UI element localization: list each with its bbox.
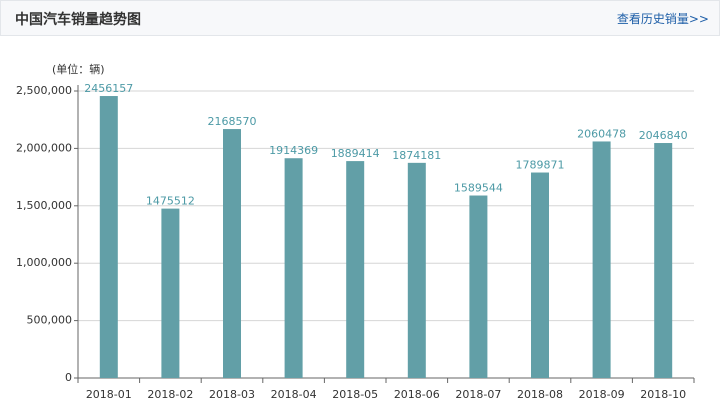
value-label: 2046840 (639, 129, 688, 142)
bar (592, 141, 611, 378)
y-tick-label: 1,000,000 (16, 256, 72, 269)
history-link[interactable]: 查看历史销量>> (616, 12, 709, 26)
x-tick-label: 2018-08 (517, 388, 563, 401)
bar (99, 96, 118, 378)
bar (223, 129, 241, 378)
x-tick-label: 2018-06 (394, 388, 440, 401)
bar (654, 143, 673, 378)
y-tick-label: 500,000 (27, 314, 73, 327)
value-label: 1475512 (146, 195, 195, 208)
x-tick-label: 2018-03 (209, 388, 255, 401)
x-tick-label: 2018-01 (86, 388, 132, 401)
value-label: 2456157 (84, 82, 133, 95)
x-tick-label: 2018-10 (640, 388, 686, 401)
bar (161, 208, 180, 378)
value-label: 1914369 (269, 144, 318, 157)
value-label: 1789871 (516, 159, 565, 172)
y-tick-label: 1,500,000 (16, 199, 72, 212)
value-label: 2060478 (577, 127, 626, 140)
x-tick-label: 2018-02 (147, 388, 193, 401)
x-tick-label: 2018-09 (579, 388, 625, 401)
header-bar: 中国汽车销量趋势图 查看历史销量>> (0, 0, 720, 36)
value-label: 2168570 (208, 115, 257, 128)
bar (407, 162, 426, 378)
bar (469, 195, 488, 378)
value-label: 1874181 (392, 149, 441, 162)
y-tick-label: 2,000,000 (16, 141, 72, 154)
bar (346, 161, 365, 378)
bar (531, 172, 549, 378)
y-tick-label: 0 (65, 371, 72, 384)
bar (284, 158, 303, 378)
value-label: 1889414 (331, 147, 380, 160)
page-title: 中国汽车销量趋势图 (15, 12, 141, 28)
chart: (单位：辆) 0 500,000 1,000,000 1,500,000 2,000,0… (16, 62, 695, 401)
x-tick-label: 2018-05 (332, 388, 378, 401)
y-tick-label: 2,500,000 (16, 84, 72, 97)
value-label: 1589544 (454, 182, 503, 195)
y-axis-label: (单位：辆) (52, 62, 105, 76)
x-tick-label: 2018-07 (455, 388, 501, 401)
x-tick-label: 2018-04 (271, 388, 317, 401)
